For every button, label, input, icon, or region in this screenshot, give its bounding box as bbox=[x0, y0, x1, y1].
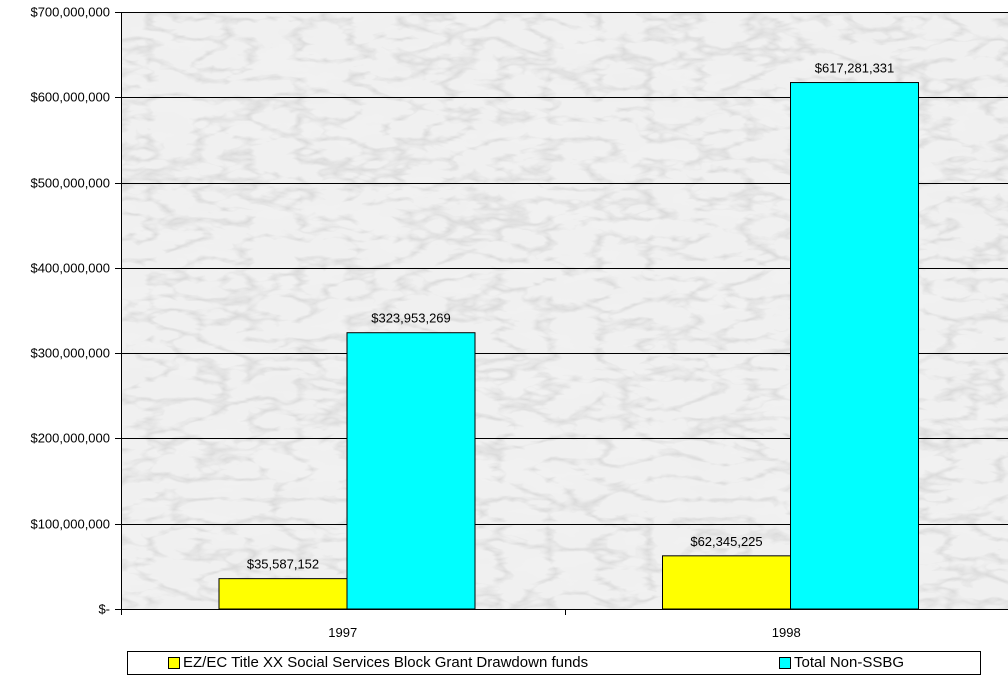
y-tick-label: $300,000,000 bbox=[30, 346, 110, 361]
bar bbox=[346, 332, 476, 610]
axes bbox=[115, 12, 1008, 615]
bar bbox=[218, 578, 348, 610]
data-label: $323,953,269 bbox=[371, 311, 451, 326]
y-tick-label: $- bbox=[98, 602, 110, 617]
legend-label-non-ssbg: Total Non-SSBG bbox=[794, 654, 905, 671]
y-tick-label: $600,000,000 bbox=[30, 90, 110, 105]
y-tick-label: $400,000,000 bbox=[30, 261, 110, 276]
data-label: $35,587,152 bbox=[247, 557, 319, 572]
x-tick-label: 1997 bbox=[328, 625, 357, 640]
y-tick-label: $500,000,000 bbox=[30, 176, 110, 191]
y-tick-label: $100,000,000 bbox=[30, 517, 110, 532]
legend-swatch-ssbg bbox=[168, 656, 180, 669]
bars bbox=[218, 82, 919, 610]
y-tick-label: $200,000,000 bbox=[30, 431, 110, 446]
legend-item-ssbg: EZ/EC Title XX Social Services Block Gra… bbox=[168, 654, 588, 671]
legend-label-ssbg: EZ/EC Title XX Social Services Block Gra… bbox=[183, 654, 589, 671]
bar bbox=[790, 82, 919, 610]
legend-item-non-ssbg: Total Non-SSBG bbox=[779, 654, 904, 671]
labels: $- $100,000,000 $200,000,000 $300,000,000 $4… bbox=[30, 5, 894, 641]
legend: EZ/EC Title XX Social Services Block Gra… bbox=[127, 651, 981, 675]
data-label: $62,345,225 bbox=[690, 534, 762, 549]
x-tick-label: 1998 bbox=[772, 625, 801, 640]
data-label: $617,281,331 bbox=[815, 61, 895, 76]
y-tick-label: $700,000,000 bbox=[30, 5, 110, 20]
legend-swatch-non-ssbg bbox=[779, 656, 791, 669]
bar bbox=[662, 555, 791, 610]
